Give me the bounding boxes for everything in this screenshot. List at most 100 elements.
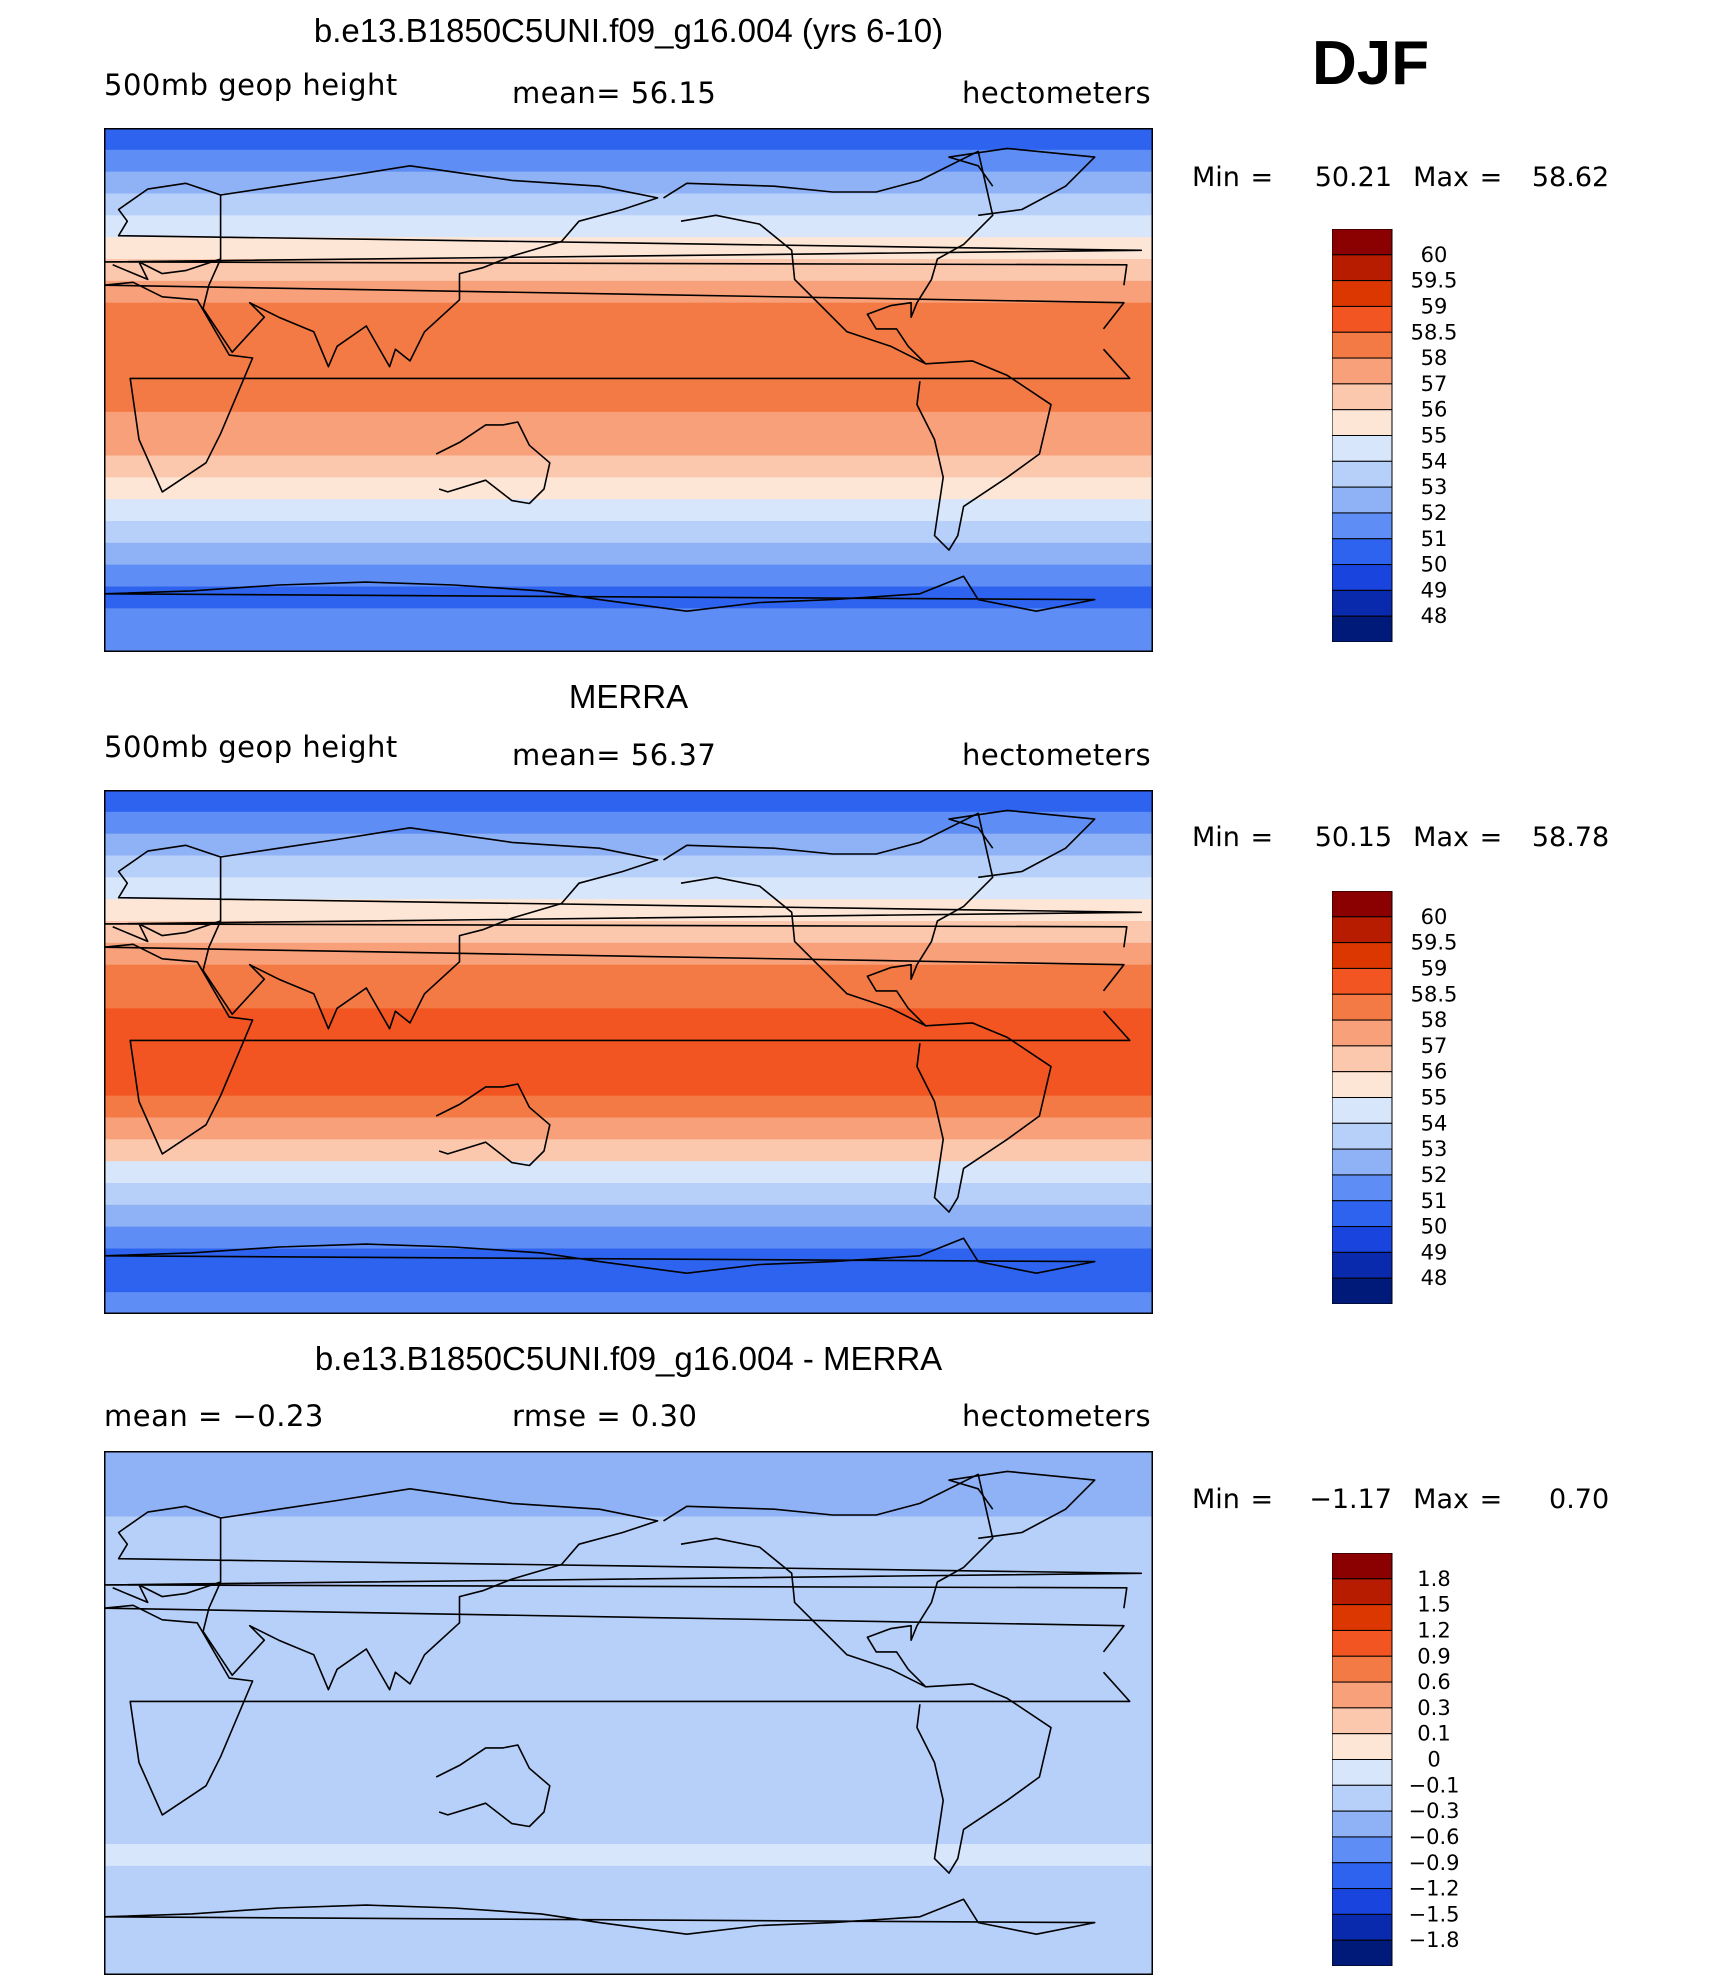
- colorbar-swatch: [1332, 1226, 1393, 1253]
- colorbar-swatch: [1332, 1604, 1393, 1631]
- map-band: [104, 1625, 1153, 1649]
- panel-1-units-label: hectometers: [962, 76, 1152, 110]
- asia-outline: [202, 826, 659, 1030]
- colorbar-tick-label: −0.9: [1409, 1851, 1460, 1875]
- season-label: DJF: [1312, 29, 1430, 98]
- colorbar-swatch: [1332, 1655, 1393, 1683]
- colorbar-tick-label: 55: [1421, 1086, 1448, 1110]
- colorbar-tick-label: 0.1: [1417, 1722, 1450, 1746]
- colorbar-swatch: [1332, 409, 1393, 437]
- africa-outline: [104, 943, 1131, 1155]
- panel-3-max-label: Max =: [1413, 1484, 1503, 1515]
- colorbar-tick-label: 0.6: [1417, 1670, 1450, 1694]
- colorbar-swatch: [1332, 1277, 1393, 1304]
- coastlines: [104, 147, 1143, 613]
- map-band: [104, 368, 1153, 391]
- colorbar-tick-label: 1.2: [1417, 1618, 1450, 1642]
- panel-3-max-value: 0.70: [1549, 1484, 1610, 1515]
- colorbar-tick-label: −1.2: [1409, 1877, 1460, 1901]
- map-band: [104, 608, 1153, 631]
- europe-outline: [104, 844, 1143, 948]
- panel-2-title: MERRA: [568, 678, 689, 715]
- map-band: [104, 1117, 1153, 1140]
- colorbar-tick-label: 1.8: [1417, 1567, 1450, 1591]
- panel-3-min-label: Min =: [1192, 1484, 1274, 1515]
- map-band: [104, 1778, 1153, 1801]
- panel-3-rmse-label: rmse = 0.30: [512, 1399, 698, 1433]
- colorbar-swatch: [1332, 891, 1393, 918]
- africa-outline: [104, 1604, 1131, 1816]
- north-america-outline: [663, 150, 994, 365]
- colorbar-swatch: [1332, 1681, 1393, 1709]
- colorbar-swatch: [1332, 564, 1393, 591]
- map-band: [104, 1844, 1153, 1867]
- asia-outline: [202, 164, 659, 368]
- colorbar-swatch: [1332, 1629, 1393, 1657]
- colorbar-swatch: [1332, 460, 1393, 488]
- map-frame: [104, 790, 1153, 1314]
- panel-1-minmax: Min = 50.21 Max = 58.62: [1192, 162, 1609, 193]
- north-america-outline: [663, 812, 994, 1027]
- map-band: [104, 1516, 1153, 1539]
- map-band: [104, 1909, 1153, 1932]
- colorbar-swatch: [1332, 1759, 1393, 1786]
- map-band: [104, 1139, 1153, 1162]
- colorbar-tick-label: 0.3: [1417, 1696, 1450, 1720]
- colorbar-tick-label: 50: [1421, 1215, 1448, 1239]
- colorbar-swatch: [1332, 1862, 1393, 1890]
- panel-3-title: b.e13.B1850C5UNI.f09_g16.004 - MERRA: [314, 1340, 943, 1377]
- map-band: [104, 237, 1153, 260]
- greenland-outline: [948, 809, 1096, 879]
- colorbar-swatch: [1332, 280, 1393, 307]
- colorbar-swatch: [1332, 1148, 1393, 1176]
- panel-1-mean-label: mean= 56.15: [512, 76, 717, 110]
- colorbar-tick-label: −0.3: [1409, 1799, 1460, 1823]
- map-band: [104, 149, 1153, 173]
- map-band: [104, 1183, 1153, 1206]
- map-frame: [104, 128, 1153, 652]
- coastlines: [104, 809, 1143, 1275]
- colorbar-swatch: [1332, 512, 1393, 540]
- colorbar-tick-label: −0.1: [1409, 1773, 1460, 1797]
- panel-2-max-label: Max =: [1413, 822, 1503, 853]
- panel-3-map: [104, 1451, 1153, 1975]
- europe-outline: [104, 182, 1143, 286]
- south-america-outline: [916, 1683, 1052, 1874]
- colorbar-swatch: [1332, 1019, 1393, 1047]
- colorbar-swatch: [1332, 1888, 1393, 1915]
- colorbar-tick-label: 59.5: [1411, 931, 1458, 955]
- panel-3-colorbar: 1.81.51.20.90.60.30.10−0.1−0.3−0.6−0.9−1…: [1332, 1553, 1460, 1966]
- map-band: [104, 1248, 1153, 1271]
- map-bands: [104, 1451, 1153, 1975]
- antarctica-outline: [104, 1237, 1096, 1275]
- map-band: [104, 1713, 1153, 1736]
- greenland-outline: [948, 1470, 1096, 1540]
- colorbar-swatch: [1332, 942, 1393, 969]
- colorbar-swatch: [1332, 538, 1393, 566]
- map-band: [104, 171, 1153, 195]
- europe-outline: [104, 1505, 1143, 1609]
- map-band: [104, 942, 1153, 966]
- colorbar-tick-label: −1.5: [1409, 1902, 1460, 1926]
- colorbar-tick-label: 55: [1421, 424, 1448, 448]
- colorbar-tick-label: 58.5: [1411, 320, 1458, 344]
- map-band: [104, 811, 1153, 835]
- colorbar-tick-label: 50: [1421, 553, 1448, 577]
- map-band: [104, 128, 1153, 151]
- colorbar-tick-label: 49: [1421, 1240, 1448, 1264]
- panel-3-minmax: Min = −1.17 Max = 0.70: [1192, 1484, 1609, 1515]
- colorbar-tick-label: 59: [1421, 956, 1448, 980]
- colorbar-tick-label: 48: [1421, 604, 1448, 628]
- map-band: [104, 411, 1153, 435]
- panel-1-min-value: 50.21: [1314, 162, 1392, 193]
- map-band: [104, 1292, 1153, 1314]
- colorbar-tick-label: 53: [1421, 1137, 1448, 1161]
- antarctica-outline: [104, 575, 1096, 613]
- map-band: [104, 1538, 1153, 1561]
- panel-2-units-label: hectometers: [962, 738, 1152, 772]
- colorbar-swatch: [1332, 615, 1393, 642]
- map-bands: [104, 128, 1153, 652]
- map-band: [104, 899, 1153, 922]
- map-band: [104, 215, 1153, 238]
- map-band: [104, 586, 1153, 609]
